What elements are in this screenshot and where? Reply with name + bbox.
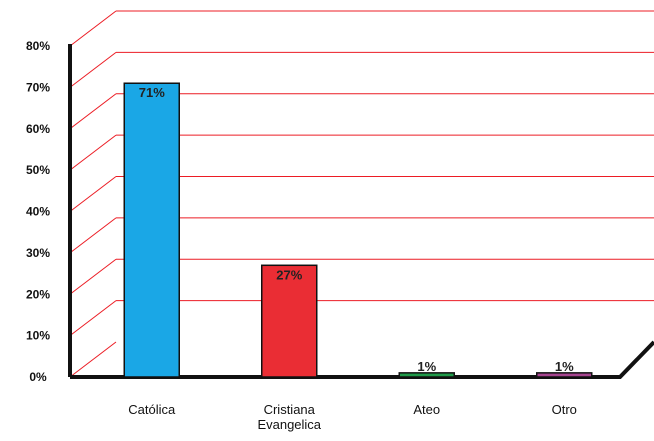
data-labels: 71% 27% 1% 1% [139, 85, 574, 374]
grid-line [69, 134, 654, 171]
y-tick-label: 20% [26, 287, 50, 301]
bar [536, 372, 593, 378]
axes [68, 44, 654, 379]
grid-line [69, 217, 654, 254]
y-tick-label: 80% [26, 39, 50, 53]
y-tick-label: 50% [26, 163, 50, 177]
grid-line [69, 341, 117, 378]
y-tick-label: 40% [26, 205, 50, 219]
y-tick-label: 0% [29, 370, 47, 384]
data-label: 71% [139, 85, 165, 100]
y-tick-label: 10% [26, 329, 50, 343]
y-tick-label: 60% [26, 122, 50, 136]
category-label: Cristiana [264, 402, 316, 417]
bars [123, 82, 593, 378]
grid-line [69, 10, 654, 47]
y-tick-label: 30% [26, 246, 50, 260]
grid-line [69, 51, 654, 88]
grid-line [69, 300, 654, 337]
bar [123, 82, 180, 378]
y-tick-label: 70% [26, 80, 50, 94]
bar [261, 264, 318, 378]
category-label: Ateo [413, 402, 440, 417]
bar [398, 372, 455, 378]
category-label: Evangelica [257, 417, 321, 432]
y-tick-labels: 0% 10% 20% 30% 40% 50% 60% 70% 80% [26, 39, 50, 384]
grid-line [69, 93, 654, 130]
data-label: 1% [417, 359, 436, 374]
grid-line [69, 258, 654, 295]
category-label: Otro [552, 402, 577, 417]
grid-line [69, 176, 654, 212]
x-axis [70, 340, 654, 379]
grid-lines [69, 10, 654, 378]
category-label: Católica [128, 402, 176, 417]
data-label: 1% [555, 359, 574, 374]
data-label: 27% [276, 267, 302, 282]
